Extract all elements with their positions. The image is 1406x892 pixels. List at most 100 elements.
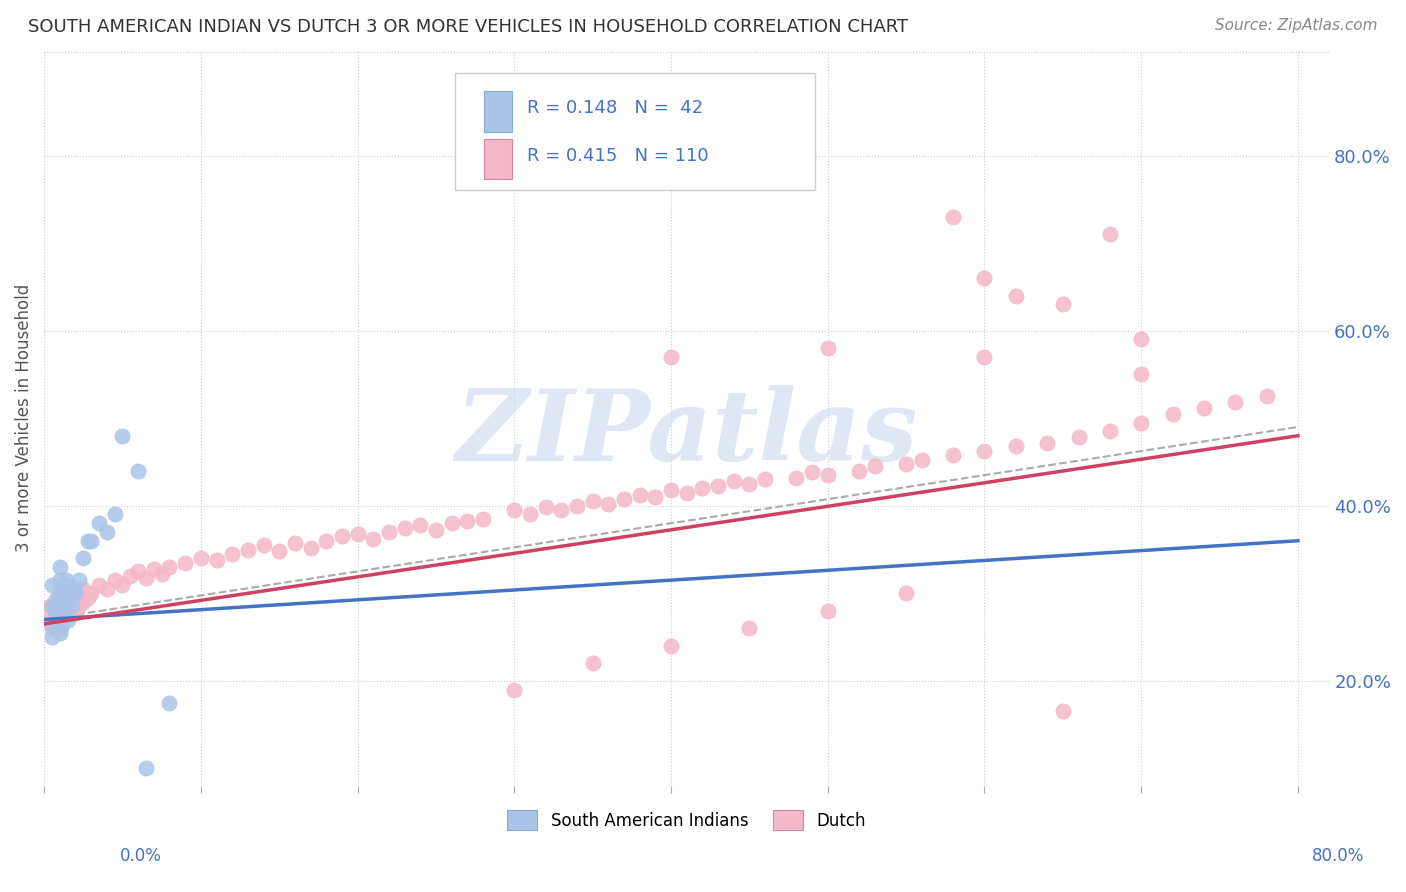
- Point: [142, 562, 165, 576]
- Point: [817, 341, 839, 355]
- Point: [120, 568, 142, 582]
- Point: [58, 604, 80, 618]
- Point: [409, 518, 432, 533]
- Point: [52, 602, 75, 616]
- Point: [45, 591, 67, 605]
- Point: [1004, 289, 1026, 303]
- Point: [49, 613, 72, 627]
- Text: R = 0.415   N = 110: R = 0.415 N = 110: [527, 147, 709, 165]
- Point: [675, 485, 697, 500]
- Point: [56, 595, 79, 609]
- Point: [58, 591, 80, 605]
- Point: [425, 523, 447, 537]
- Point: [65, 606, 87, 620]
- Point: [49, 604, 72, 618]
- Point: [1192, 401, 1215, 415]
- Point: [49, 573, 72, 587]
- Point: [72, 582, 94, 596]
- Point: [942, 210, 965, 224]
- Point: [52, 613, 75, 627]
- Point: [65, 591, 87, 605]
- Point: [104, 508, 127, 522]
- Point: [46, 595, 69, 609]
- Point: [1036, 435, 1059, 450]
- Point: [1004, 439, 1026, 453]
- Point: [394, 521, 416, 535]
- Point: [503, 503, 526, 517]
- Point: [973, 271, 995, 285]
- Point: [1256, 389, 1278, 403]
- Point: [299, 541, 322, 555]
- Point: [471, 512, 494, 526]
- Point: [127, 464, 149, 478]
- Point: [723, 475, 745, 489]
- Point: [1130, 333, 1153, 347]
- Point: [754, 473, 776, 487]
- Point: [41, 630, 63, 644]
- Point: [236, 542, 259, 557]
- Point: [550, 503, 572, 517]
- Point: [65, 586, 87, 600]
- Point: [1067, 430, 1090, 444]
- Point: [45, 608, 67, 623]
- Point: [738, 621, 761, 635]
- Point: [973, 444, 995, 458]
- Point: [51, 621, 73, 635]
- Point: [72, 595, 94, 609]
- Point: [52, 582, 75, 596]
- Point: [55, 573, 77, 587]
- Point: [41, 577, 63, 591]
- Point: [942, 448, 965, 462]
- Point: [456, 515, 478, 529]
- Point: [41, 604, 63, 618]
- Point: [378, 524, 401, 539]
- Point: [1161, 407, 1184, 421]
- Point: [67, 599, 90, 614]
- Point: [534, 500, 557, 515]
- Point: [44, 604, 66, 618]
- Point: [598, 497, 620, 511]
- Point: [1130, 416, 1153, 430]
- Point: [55, 599, 77, 614]
- Point: [911, 453, 934, 467]
- Point: [111, 577, 134, 591]
- Point: [53, 611, 76, 625]
- Point: [519, 508, 541, 522]
- Point: [56, 591, 79, 605]
- Point: [96, 524, 118, 539]
- Point: [77, 591, 100, 605]
- FancyBboxPatch shape: [456, 73, 815, 190]
- Point: [644, 490, 666, 504]
- Point: [1130, 368, 1153, 382]
- Point: [582, 494, 605, 508]
- Point: [252, 538, 274, 552]
- Point: [56, 613, 79, 627]
- Point: [848, 464, 870, 478]
- Legend: South American Indians, Dutch: South American Indians, Dutch: [501, 804, 873, 837]
- Point: [582, 657, 605, 671]
- Point: [894, 586, 917, 600]
- Point: [49, 560, 72, 574]
- Point: [863, 459, 886, 474]
- Point: [127, 565, 149, 579]
- Point: [49, 586, 72, 600]
- Point: [60, 599, 83, 614]
- Point: [707, 479, 730, 493]
- Point: [87, 577, 110, 591]
- Point: [60, 599, 83, 614]
- Point: [41, 616, 63, 631]
- Bar: [484, 139, 512, 179]
- Point: [77, 533, 100, 548]
- Point: [80, 533, 103, 548]
- Point: [63, 582, 86, 596]
- Point: [42, 613, 65, 627]
- Point: [659, 483, 682, 497]
- Point: [221, 547, 243, 561]
- Y-axis label: 3 or more Vehicles in Household: 3 or more Vehicles in Household: [15, 285, 32, 552]
- Point: [659, 350, 682, 364]
- Point: [49, 613, 72, 627]
- Point: [49, 621, 72, 635]
- Point: [72, 551, 94, 566]
- Point: [44, 608, 66, 623]
- Point: [52, 614, 75, 628]
